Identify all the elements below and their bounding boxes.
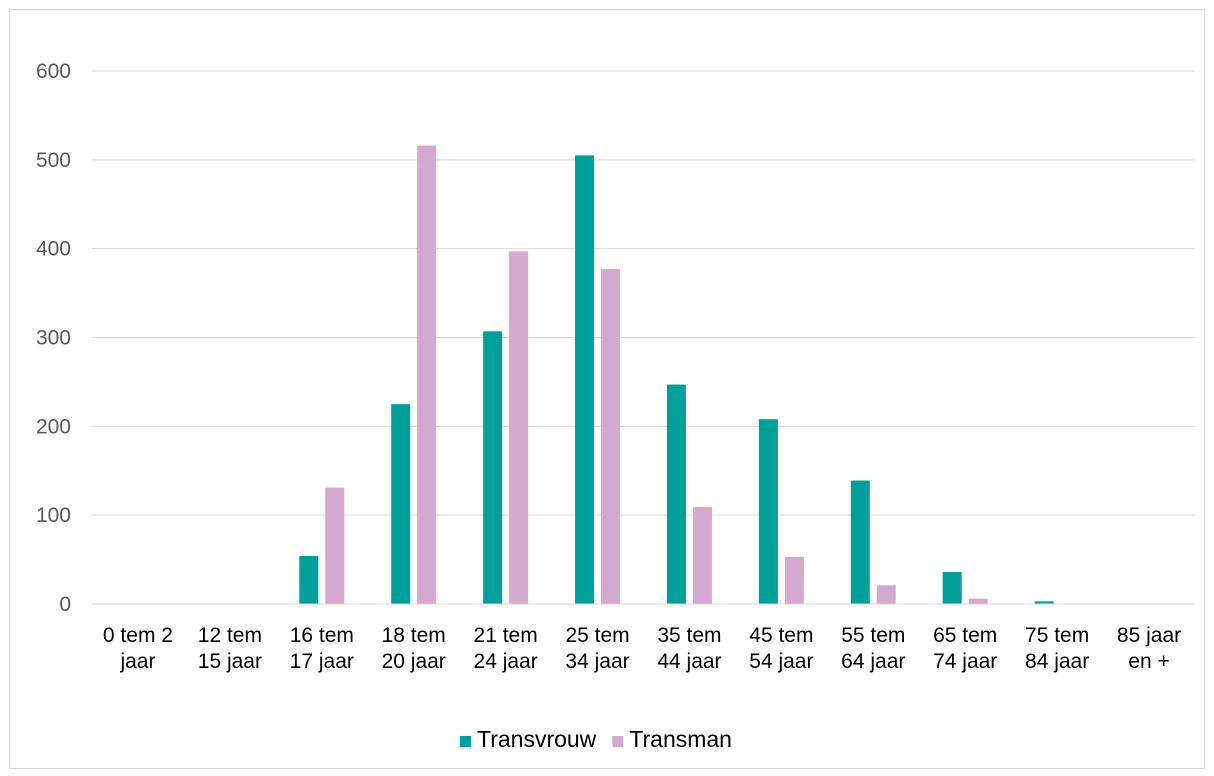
y-tick-label: 400 xyxy=(36,238,71,261)
bar-transvrouw-5 xyxy=(575,155,595,604)
bar-transvrouw-2 xyxy=(299,556,319,604)
x-category-label: 74 jaar xyxy=(933,650,997,673)
x-category-label: 24 jaar xyxy=(474,650,538,673)
x-category-label: 54 jaar xyxy=(749,650,813,673)
bar-transvrouw-7 xyxy=(758,419,778,604)
bar-transman-3 xyxy=(417,145,437,604)
bar-transvrouw-10 xyxy=(1034,601,1054,604)
bars xyxy=(299,145,1054,604)
x-category-label: 84 jaar xyxy=(1025,650,1089,673)
x-category-label: 0 tem 2 xyxy=(103,624,173,647)
x-category-label: jaar xyxy=(119,650,155,673)
y-tick-label: 200 xyxy=(36,415,71,438)
x-category-label: 25 tem xyxy=(565,624,629,647)
bar-transvrouw-8 xyxy=(850,480,870,604)
bar-transvrouw-6 xyxy=(666,384,686,604)
x-category-label: 85 jaar xyxy=(1117,624,1181,647)
bar-transman-6 xyxy=(692,507,712,604)
bar-transvrouw-9 xyxy=(942,572,962,604)
bar-transvrouw-3 xyxy=(391,404,411,604)
gridlines xyxy=(92,70,1195,516)
bar-transman-8 xyxy=(876,585,896,604)
y-axis-tick-labels: 0 100 200 300 400 500 600 xyxy=(36,60,71,616)
x-axis-category-labels: 0 tem 2 jaar 12 tem 15 jaar 16 tem 17 jaar 18 … xyxy=(103,624,1181,673)
bar-transman-9 xyxy=(968,598,988,604)
x-category-label: 45 tem xyxy=(749,624,813,647)
bar-transman-7 xyxy=(784,556,804,604)
bar-transvrouw-4 xyxy=(483,331,503,604)
x-category-label: 21 tem xyxy=(474,624,538,647)
x-category-label: 44 jaar xyxy=(657,650,721,673)
x-category-label: 65 tem xyxy=(933,624,997,647)
x-category-label: 34 jaar xyxy=(565,650,629,673)
y-tick-label: 300 xyxy=(36,327,71,350)
y-tick-label: 0 xyxy=(59,593,71,616)
x-category-label: 35 tem xyxy=(657,624,721,647)
x-category-label: 16 tem xyxy=(290,624,354,647)
x-category-label: 75 tem xyxy=(1025,624,1089,647)
legend-label-transvrouw: Transvrouw xyxy=(477,726,597,752)
x-category-label: 15 jaar xyxy=(198,650,262,673)
x-category-label: 18 tem xyxy=(382,624,446,647)
bar-transman-4 xyxy=(509,251,529,604)
legend-label-transman: Transman xyxy=(629,726,732,752)
x-category-label: en + xyxy=(1128,650,1169,673)
legend-swatch-transman xyxy=(612,736,624,747)
x-category-label: 20 jaar xyxy=(382,650,446,673)
x-category-label: 64 jaar xyxy=(841,650,905,673)
bar-transman-5 xyxy=(601,269,621,604)
x-category-label: 55 tem xyxy=(841,624,905,647)
x-category-label: 17 jaar xyxy=(290,650,354,673)
y-tick-label: 100 xyxy=(36,504,71,527)
x-category-label: 12 tem xyxy=(198,624,262,647)
legend: Transvrouw Transman xyxy=(460,726,732,752)
y-tick-label: 600 xyxy=(36,60,71,83)
legend-swatch-transvrouw xyxy=(460,736,471,747)
bar-transman-2 xyxy=(325,487,345,604)
y-tick-label: 500 xyxy=(36,149,71,172)
